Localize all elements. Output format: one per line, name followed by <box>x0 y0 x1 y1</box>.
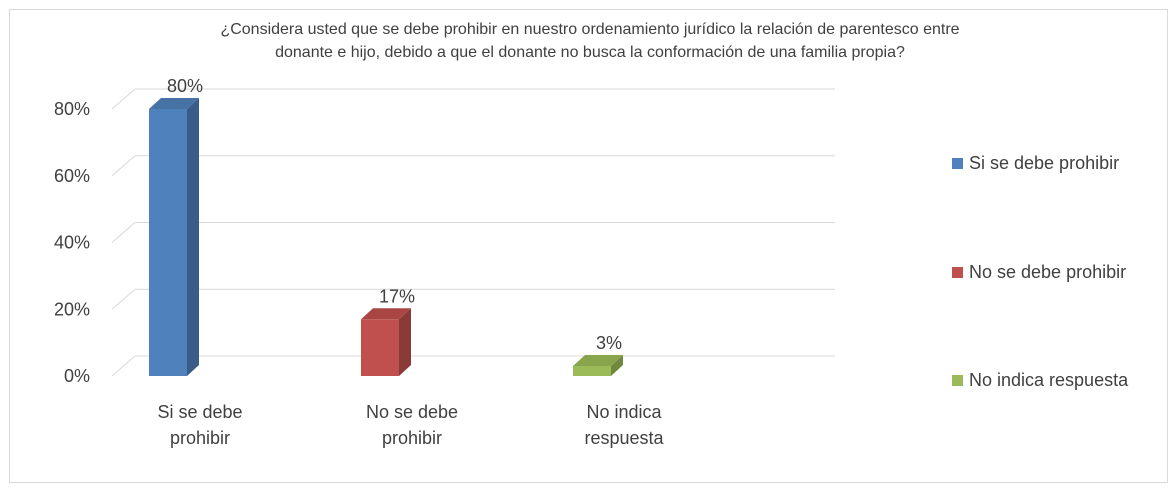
y-tick-label: 40% <box>54 233 90 253</box>
gridline-side <box>111 222 136 243</box>
data-label: 3% <box>596 333 622 353</box>
data-label: 17% <box>379 286 415 306</box>
bar <box>573 365 611 376</box>
x-tick-label: prohibir <box>382 428 442 448</box>
bar-side <box>611 354 623 376</box>
legend-item-no-se-debe-prohibir: No se debe prohibir <box>952 262 1126 283</box>
gridline-side <box>111 155 136 177</box>
legend-item-no-indica-respuesta: No indica respuesta <box>952 370 1128 391</box>
chart-frame <box>9 9 1168 483</box>
bar-side <box>399 308 411 376</box>
bar-side <box>187 98 199 376</box>
y-tick-label: 0% <box>64 366 90 386</box>
legend-swatch-blue <box>952 158 963 169</box>
legend-label: No indica respuesta <box>969 370 1129 390</box>
chart-title-line-1: ¿Considera usted que se debe prohibir en… <box>220 21 960 38</box>
y-tick-label: 80% <box>54 99 90 119</box>
chart-title-line-2: donante e hijo, debido a que el donante … <box>275 44 905 61</box>
bar <box>361 319 399 376</box>
x-tick-label: prohibir <box>170 428 230 448</box>
y-tick-label: 60% <box>54 166 90 186</box>
x-tick-label: respuesta <box>584 428 664 448</box>
legend-swatch-red <box>952 267 963 278</box>
gridline-side <box>111 288 136 310</box>
bar-top <box>361 308 411 320</box>
gridline-side <box>111 355 136 377</box>
legend-item-si-se-debe-prohibir: Si se debe prohibir <box>952 153 1119 174</box>
bar <box>149 109 187 376</box>
x-tick-label: Si se debe <box>157 402 242 422</box>
legend-label: Si se debe prohibir <box>969 153 1120 173</box>
x-tick-label: No se debe <box>366 402 458 422</box>
data-label: 80% <box>167 76 203 96</box>
gridline-side <box>111 88 136 110</box>
bar-top <box>573 354 623 366</box>
y-tick-label: 20% <box>54 299 90 319</box>
x-tick-label: No indica <box>586 402 662 422</box>
legend-swatch-green <box>952 375 963 386</box>
legend-label: No se debe prohibir <box>969 262 1127 282</box>
bar-top <box>149 98 199 109</box>
chart-title: ¿Considera usted que se debe prohibir en… <box>90 18 1090 64</box>
